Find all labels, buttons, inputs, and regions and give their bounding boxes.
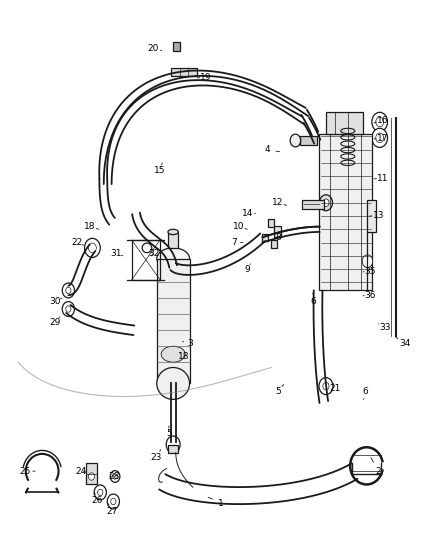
Text: 5: 5 — [275, 387, 281, 396]
Circle shape — [376, 133, 384, 143]
Text: 31: 31 — [111, 249, 122, 258]
Bar — [157, 259, 190, 383]
Text: 18: 18 — [178, 352, 190, 361]
Circle shape — [62, 302, 74, 317]
Text: 17: 17 — [377, 134, 389, 143]
Circle shape — [66, 306, 71, 312]
Ellipse shape — [157, 368, 190, 399]
Circle shape — [98, 489, 103, 496]
Text: 23: 23 — [150, 454, 161, 463]
Circle shape — [323, 382, 329, 390]
Text: 25: 25 — [19, 467, 30, 475]
Circle shape — [290, 134, 300, 147]
Bar — [173, 42, 180, 51]
Circle shape — [372, 128, 388, 148]
Circle shape — [111, 498, 116, 505]
Text: 5: 5 — [166, 430, 172, 439]
Circle shape — [113, 474, 117, 479]
Text: 6: 6 — [362, 387, 368, 396]
Text: 21: 21 — [329, 384, 340, 393]
Text: 18: 18 — [85, 222, 96, 231]
Text: 20: 20 — [148, 44, 159, 53]
Bar — [168, 445, 178, 453]
Circle shape — [166, 436, 180, 453]
Circle shape — [110, 471, 120, 482]
Text: 7: 7 — [231, 238, 237, 247]
Text: 3: 3 — [188, 339, 194, 348]
Text: 34: 34 — [399, 339, 410, 348]
Text: 24: 24 — [76, 467, 87, 475]
Text: 28: 28 — [109, 472, 120, 481]
Text: 14: 14 — [242, 209, 253, 218]
Ellipse shape — [142, 243, 152, 253]
Circle shape — [88, 243, 96, 253]
Text: 8: 8 — [275, 233, 281, 242]
Text: 9: 9 — [244, 265, 250, 273]
Text: 22: 22 — [71, 238, 83, 247]
Bar — [319, 134, 372, 290]
Bar — [262, 233, 268, 241]
Circle shape — [319, 377, 333, 394]
Bar — [326, 112, 363, 134]
Circle shape — [66, 287, 71, 294]
Text: 30: 30 — [49, 296, 61, 305]
Text: 26: 26 — [91, 496, 102, 505]
Text: 35: 35 — [364, 268, 375, 276]
Bar — [274, 225, 282, 237]
Circle shape — [94, 485, 106, 500]
Bar — [367, 200, 376, 232]
Bar — [132, 240, 160, 280]
Circle shape — [107, 494, 120, 509]
Circle shape — [376, 117, 384, 127]
Text: 33: 33 — [379, 323, 391, 332]
Text: 10: 10 — [233, 222, 244, 231]
Text: 4: 4 — [264, 145, 270, 154]
Text: 6: 6 — [310, 296, 316, 305]
Ellipse shape — [161, 346, 185, 362]
Circle shape — [323, 199, 329, 206]
Bar — [86, 463, 97, 484]
Bar — [300, 136, 317, 146]
Text: 32: 32 — [148, 249, 159, 258]
Circle shape — [85, 238, 100, 257]
Bar — [168, 232, 178, 248]
Text: 2: 2 — [375, 467, 381, 475]
Text: 19: 19 — [200, 73, 212, 82]
Text: 1: 1 — [218, 498, 224, 507]
Text: 13: 13 — [373, 212, 384, 221]
Ellipse shape — [168, 229, 178, 235]
Bar — [302, 199, 324, 209]
Text: 11: 11 — [377, 174, 389, 183]
Bar — [268, 219, 274, 227]
Circle shape — [372, 112, 388, 132]
Circle shape — [88, 473, 95, 480]
Text: 12: 12 — [272, 198, 284, 207]
Circle shape — [319, 195, 332, 211]
Bar — [171, 68, 197, 76]
Text: 16: 16 — [377, 116, 389, 125]
Circle shape — [362, 255, 373, 268]
Bar — [271, 240, 277, 248]
Text: 29: 29 — [49, 318, 61, 327]
Text: 36: 36 — [364, 291, 375, 300]
Text: 15: 15 — [154, 166, 166, 175]
Ellipse shape — [157, 248, 190, 269]
Text: 27: 27 — [106, 506, 118, 515]
Circle shape — [62, 283, 74, 298]
